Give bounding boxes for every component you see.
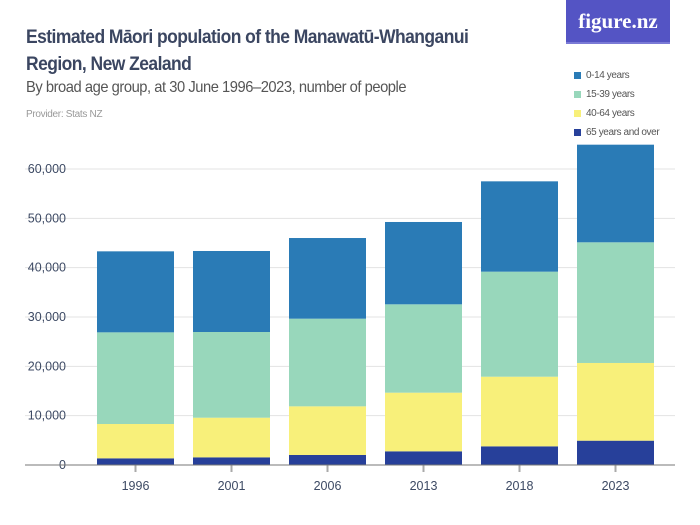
bar-segment-0-14-years (481, 181, 558, 272)
bar-segment-15-39-years (481, 271, 558, 377)
bar-segment-0-14-years (577, 144, 654, 243)
figure-nz-logo[interactable]: figure.nz (566, 0, 670, 44)
bar-segment-65-years-and-over (193, 457, 270, 465)
bar-segment-65-years-and-over (385, 451, 462, 465)
y-tick-label: 40,000 (28, 261, 66, 275)
bar-segment-65-years-and-over (97, 458, 174, 465)
y-tick-label: 60,000 (28, 162, 66, 176)
x-tick-label: 1996 (122, 479, 150, 493)
x-tick-label: 2001 (218, 479, 246, 493)
legend-item: 40-64 years (574, 104, 659, 123)
chart-subtitle: By broad age group, at 30 June 1996–2023… (26, 79, 407, 96)
bar-segment-0-14-years (289, 238, 366, 319)
bar-segment-0-14-years (97, 251, 174, 333)
legend-swatch (574, 91, 581, 98)
legend-label: 65 years and over (586, 127, 660, 138)
bar-segment-40-64-years (193, 417, 270, 458)
bar-segment-40-64-years (481, 376, 558, 447)
bar-segment-40-64-years (289, 406, 366, 455)
legend-swatch (574, 72, 581, 79)
legend-item: 15-39 years (574, 85, 659, 104)
provider-note: Provider: Stats NZ (26, 109, 103, 120)
legend-swatch (574, 129, 581, 136)
y-tick-label: 50,000 (28, 211, 66, 225)
legend-item: 65 years and over (574, 123, 660, 142)
bar-segment-65-years-and-over (289, 454, 366, 465)
legend-item: 0-14 years (574, 66, 659, 85)
x-tick-label: 2013 (410, 479, 438, 493)
bar-segment-15-39-years (385, 304, 462, 393)
chart-title: Estimated Māori population of the Manawa… (26, 27, 469, 75)
legend-swatch (574, 110, 581, 117)
bar-segment-15-39-years (289, 318, 366, 407)
y-tick-label: 30,000 (28, 310, 66, 324)
bar-segment-15-39-years (97, 332, 174, 425)
bar-segment-0-14-years (193, 250, 270, 332)
bar-segment-40-64-years (385, 392, 462, 452)
x-tick-label: 2023 (602, 479, 630, 493)
bar-segment-15-39-years (193, 331, 270, 418)
x-tick-label: 2018 (506, 479, 534, 493)
bar-segment-40-64-years (97, 424, 174, 459)
y-tick-label: 20,000 (28, 359, 66, 373)
y-tick-label: 10,000 (28, 409, 66, 423)
legend-label: 0-14 years (586, 70, 630, 81)
legend-label: 40-64 years (586, 108, 635, 119)
bar-segment-0-14-years (385, 221, 462, 305)
bar-segment-65-years-and-over (577, 440, 654, 465)
bar-segment-65-years-and-over (481, 446, 558, 465)
bar-segment-15-39-years (577, 242, 654, 363)
legend: 0-14 years 15-39 years 40-64 years 65 years… (574, 66, 660, 142)
legend-label: 15-39 years (586, 89, 635, 100)
x-tick-label: 2006 (314, 479, 342, 493)
bar-segment-40-64-years (577, 362, 654, 441)
